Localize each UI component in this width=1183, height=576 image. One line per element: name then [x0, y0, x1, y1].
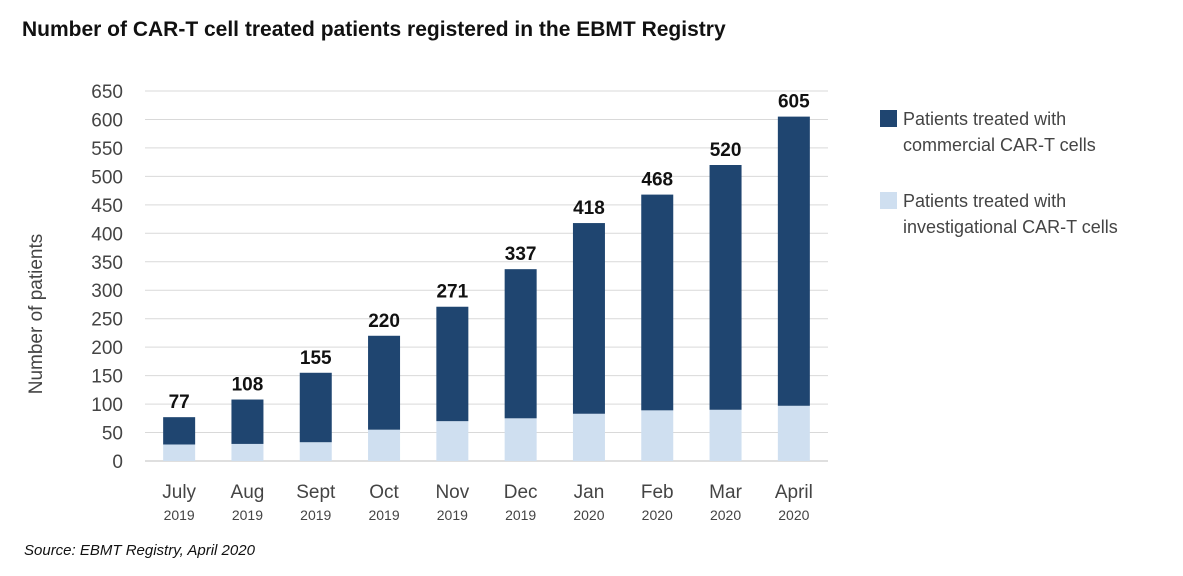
total-label: 468	[641, 170, 673, 191]
y-tick-label: 550	[91, 139, 123, 160]
bar-investigational	[368, 429, 401, 461]
y-tick-label: 350	[91, 253, 123, 274]
bar-commercial	[572, 223, 605, 414]
x-tick-label-month: Jan	[574, 482, 605, 503]
total-label: 77	[169, 392, 190, 413]
x-tick-label-year: 2019	[437, 507, 468, 523]
bar-investigational	[641, 410, 674, 461]
x-tick-label-year: 2019	[300, 507, 331, 523]
x-tick-label-month: Mar	[709, 482, 742, 503]
y-tick-label: 250	[91, 310, 123, 331]
y-tick-label: 650	[91, 82, 123, 103]
y-axis-label: Number of patients	[26, 234, 47, 395]
total-label: 520	[710, 140, 742, 161]
x-tick-label-year: 2020	[642, 507, 673, 523]
bar-investigational	[163, 444, 196, 461]
x-axis-ticks: July 2019 Aug 2019 Sept 2019 Oct 2019 Nov 2019 Dec…	[162, 482, 813, 523]
total-label: 108	[232, 375, 264, 396]
bar-investigational	[777, 405, 810, 461]
y-tick-label: 450	[91, 196, 123, 217]
bar-investigational	[436, 421, 469, 461]
total-label: 155	[300, 348, 332, 369]
bars	[163, 116, 810, 461]
y-tick-label: 0	[112, 452, 123, 473]
source-note: Source: EBMT Registry, April 2020	[24, 542, 255, 559]
total-label: 220	[368, 311, 400, 332]
legend-swatch-commercial	[880, 110, 897, 127]
bar-commercial	[504, 269, 537, 419]
legend-swatch-investigational	[880, 192, 897, 209]
total-label: 271	[436, 282, 468, 303]
y-tick-label: 150	[91, 367, 123, 388]
bar-investigational	[504, 418, 537, 461]
x-tick-label-month: Feb	[641, 482, 674, 503]
x-tick-label-month: Aug	[231, 482, 265, 503]
legend-item-commercial: Patients treated with commercial CAR-T c…	[880, 106, 1163, 158]
bar-investigational	[231, 443, 264, 461]
total-labels: 77 108 155 220 271 337 418 468 520 605	[169, 92, 811, 414]
bar-commercial	[641, 194, 674, 411]
x-tick-label-year: 2019	[232, 507, 263, 523]
legend-label-commercial: Patients treated with commercial CAR-T c…	[903, 109, 1096, 155]
bar-investigational	[299, 442, 332, 461]
bar-commercial	[368, 335, 401, 430]
bar-commercial	[231, 399, 264, 444]
y-tick-label: 600	[91, 110, 123, 131]
bar-commercial	[436, 306, 469, 422]
legend-label-investigational: Patients treated with investigational CA…	[903, 191, 1118, 237]
x-tick-label-year: 2020	[778, 507, 809, 523]
total-label: 337	[505, 244, 537, 265]
bar-investigational	[572, 413, 605, 461]
x-tick-label-year: 2020	[710, 507, 741, 523]
chart-title: Number of CAR-T cell treated patients re…	[22, 18, 726, 41]
y-tick-label: 300	[91, 281, 123, 302]
y-tick-label: 400	[91, 224, 123, 245]
y-tick-label: 50	[102, 424, 123, 445]
y-tick-label: 500	[91, 167, 123, 188]
bar-commercial	[777, 116, 810, 406]
total-label: 418	[573, 198, 605, 219]
stacked-bar-chart: 050100150200250300350400450500550600650 …	[26, 82, 828, 523]
bar-commercial	[709, 165, 742, 410]
y-tick-label: 100	[91, 395, 123, 416]
y-tick-label: 200	[91, 338, 123, 359]
x-tick-label-month: Dec	[504, 482, 538, 503]
total-label: 605	[778, 92, 810, 113]
x-tick-label-month: Sept	[296, 482, 336, 503]
x-tick-label-month: Nov	[435, 482, 469, 503]
bar-investigational	[709, 409, 742, 461]
x-tick-label-month: July	[162, 482, 196, 503]
x-tick-label-year: 2019	[505, 507, 536, 523]
x-tick-label-month: April	[775, 482, 813, 503]
x-tick-label-year: 2019	[368, 507, 399, 523]
bar-commercial	[299, 372, 332, 443]
bar-commercial	[163, 417, 196, 445]
x-tick-label-month: Oct	[369, 482, 399, 503]
x-tick-label-year: 2020	[573, 507, 604, 523]
y-axis-ticks: 0 50 100 150 200 250 300 350 400 450 500 550 600 650	[91, 82, 123, 473]
x-tick-label-year: 2019	[164, 507, 195, 523]
legend-item-investigational: Patients treated with investigational CA…	[880, 188, 1163, 240]
